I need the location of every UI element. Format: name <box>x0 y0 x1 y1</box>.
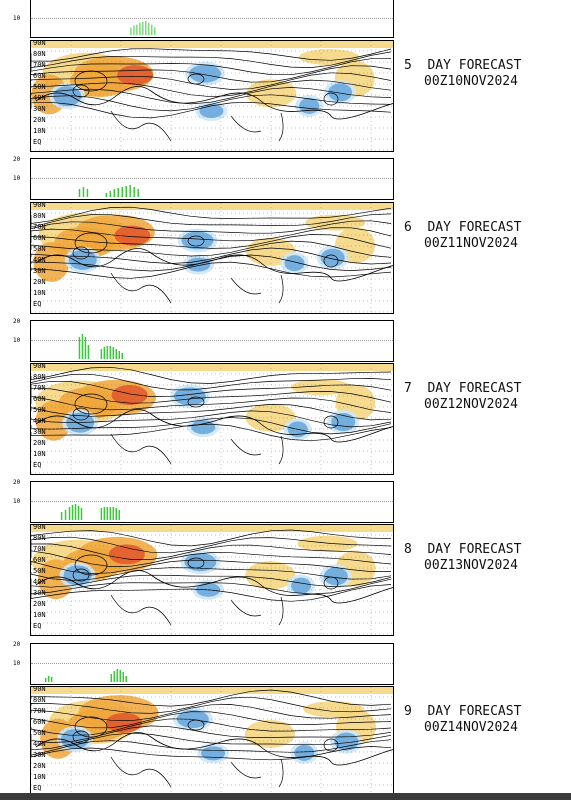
histogram: 20 10 <box>13 318 394 362</box>
lat-label: 10N <box>33 611 46 619</box>
lat-label: 80N <box>33 696 46 704</box>
histogram-bars <box>130 20 156 36</box>
histogram-bars <box>78 334 123 359</box>
lat-label: 90N <box>33 40 46 47</box>
lat-label: 80N <box>33 534 46 542</box>
forecast-day-label: 8 DAY FORECAST <box>404 542 522 557</box>
lat-label: 80N <box>33 212 46 220</box>
anomaly-map-graphic <box>31 364 393 474</box>
lat-label: 70N <box>33 223 46 231</box>
anomaly-map: 90N 80N 70N 60N 50N 40N 30N 20N 10N EQ <box>30 524 394 636</box>
anomaly-map-graphic <box>31 687 393 797</box>
lat-label: 30N <box>33 428 46 436</box>
forecast-day-label: 5 DAY FORECAST <box>404 58 522 73</box>
lat-label: 50N <box>33 729 46 737</box>
lat-label: EQ <box>33 300 42 308</box>
lat-label: EQ <box>33 461 42 469</box>
hist-tick-20: 20 <box>13 641 21 648</box>
lat-label: 60N <box>33 234 46 242</box>
lat-label: 10N <box>33 773 46 781</box>
lat-label: 10N <box>33 450 46 458</box>
lat-label: 40N <box>33 417 46 425</box>
forecast-day-label: 6 DAY FORECAST <box>404 220 522 235</box>
hist-tick-10: 10 <box>13 337 21 344</box>
bottom-bar <box>0 793 571 800</box>
lat-label: 40N <box>33 94 46 102</box>
lat-label: 40N <box>33 256 46 264</box>
lat-label: 70N <box>33 61 46 69</box>
lat-label: 70N <box>33 545 46 553</box>
lat-label: 90N <box>33 202 46 209</box>
lat-label: 50N <box>33 406 46 414</box>
lat-label: 20N <box>33 762 46 770</box>
anomaly-map: 90N 80N 70N 60N 50N 40N 30N 20N 10N EQ <box>30 40 394 152</box>
forecast-date: 00Z14NOV2024 <box>424 720 518 735</box>
lat-label: 30N <box>33 589 46 597</box>
forecast-day-label: 9 DAY FORECAST <box>404 704 522 719</box>
histogram: 20 10 <box>13 479 394 523</box>
histogram-bars <box>78 185 139 197</box>
lat-label: 80N <box>33 373 46 381</box>
lat-label: 30N <box>33 751 46 759</box>
lat-label: 50N <box>33 567 46 575</box>
lat-label: 90N <box>33 686 46 693</box>
lat-label: 10N <box>33 127 46 135</box>
forecast-date: 00Z11NOV2024 <box>424 236 518 251</box>
lat-label: 20N <box>33 278 46 286</box>
lat-label: 70N <box>33 707 46 715</box>
hist-tick-20: 20 <box>13 156 21 163</box>
histogram: 20 10 <box>13 641 394 685</box>
lat-label: 60N <box>33 718 46 726</box>
hist-tick-10: 10 <box>13 175 21 182</box>
anomaly-map-graphic <box>31 41 393 151</box>
hist-tick-10: 10 <box>13 660 21 667</box>
lat-label: 50N <box>33 245 46 253</box>
lat-label: 60N <box>33 556 46 564</box>
lat-label: 60N <box>33 72 46 80</box>
lat-label: 40N <box>33 578 46 586</box>
forecast-date: 00Z13NOV2024 <box>424 558 518 573</box>
forecast-date: 00Z12NOV2024 <box>424 397 518 412</box>
lat-label: 10N <box>33 289 46 297</box>
hist-tick-10: 10 <box>13 498 21 505</box>
anomaly-map: 90N 80N 70N 60N 50N 40N 30N 20N 10N EQ <box>30 363 394 475</box>
lat-label: 30N <box>33 105 46 113</box>
anomaly-map-graphic <box>31 525 393 635</box>
hist-tick-20: 20 <box>13 479 21 486</box>
anomaly-map: 90N 80N 70N 60N 50N 40N 30N 20N 10N EQ <box>30 202 394 314</box>
lat-label: 90N <box>33 524 46 531</box>
hist-tick-10: 10 <box>13 15 21 22</box>
anomaly-map: 90N 80N 70N 60N 50N 40N 30N 20N 10N EQ <box>30 686 394 798</box>
forecast-date: 00Z10NOV2024 <box>424 74 518 89</box>
histogram: 20 10 <box>13 156 394 200</box>
lat-label: 20N <box>33 116 46 124</box>
histogram-bars <box>60 504 121 520</box>
lat-label: EQ <box>33 622 42 630</box>
hist-tick-20: 20 <box>13 318 21 325</box>
top-partial-histogram: 10 <box>13 0 394 38</box>
lat-label: 40N <box>33 740 46 748</box>
lat-label: 60N <box>33 395 46 403</box>
forecast-day-label: 7 DAY FORECAST <box>404 381 522 396</box>
lat-label: 80N <box>33 50 46 58</box>
lat-label: 90N <box>33 363 46 370</box>
histogram-bars <box>44 669 127 682</box>
lat-label: 70N <box>33 384 46 392</box>
lat-label: 50N <box>33 83 46 91</box>
lat-label: EQ <box>33 784 42 792</box>
lat-label: 30N <box>33 267 46 275</box>
lat-label: 20N <box>33 439 46 447</box>
anomaly-map-graphic <box>31 203 393 313</box>
lat-label: 20N <box>33 600 46 608</box>
top-partial-panel: 10 <box>0 0 571 40</box>
lat-label: EQ <box>33 138 42 146</box>
